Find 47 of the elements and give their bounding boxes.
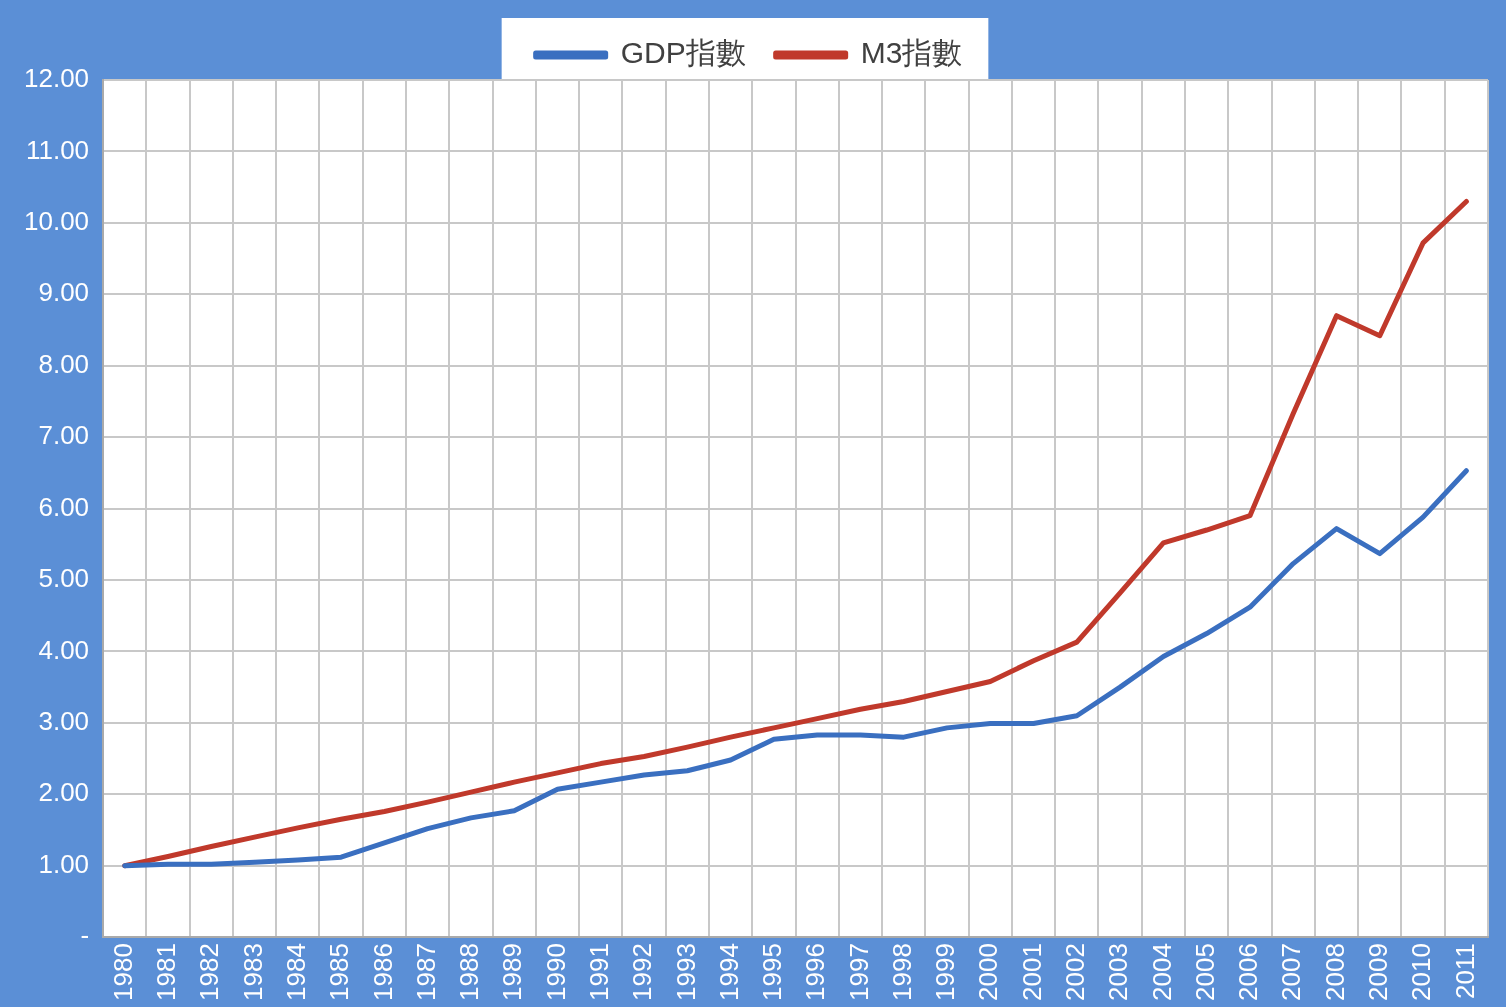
y-tick-label: 5.00 — [38, 563, 90, 594]
x-tick-label: 1986 — [367, 943, 398, 1001]
x-tick-label: 1989 — [497, 943, 528, 1001]
y-tick-label: 11.00 — [25, 134, 90, 165]
y-tick-label: - — [80, 920, 90, 951]
x-tick-label: 1996 — [800, 943, 831, 1001]
y-tick-label: 6.00 — [38, 491, 90, 522]
x-tick-label: 1995 — [757, 943, 788, 1001]
x-tick-label: 2007 — [1276, 943, 1307, 1001]
x-tick-label: 1985 — [324, 943, 355, 1001]
x-tick-label: 1997 — [843, 943, 874, 1001]
x-tick-label: 1990 — [540, 943, 571, 1001]
x-tick-label: 2004 — [1146, 943, 1177, 1001]
x-tick-label: 2010 — [1406, 943, 1437, 1001]
x-tick-label: 1994 — [713, 943, 744, 1001]
x-tick-label: 2009 — [1362, 943, 1393, 1001]
x-tick-label: 1998 — [886, 943, 917, 1001]
legend-label: GDP指數 — [620, 36, 746, 70]
x-tick-label: 2005 — [1189, 943, 1220, 1001]
x-tick-label: 2002 — [1060, 943, 1091, 1001]
x-tick-label: 1991 — [583, 943, 614, 1001]
x-tick-label: 1992 — [627, 943, 658, 1001]
y-tick-label: 4.00 — [38, 634, 90, 665]
x-tick-label: 1980 — [107, 943, 138, 1001]
y-tick-label: 9.00 — [38, 277, 90, 308]
x-tick-label: 1988 — [454, 943, 485, 1001]
x-tick-label: 2006 — [1233, 943, 1264, 1001]
x-tick-label: 1983 — [237, 943, 268, 1001]
x-tick-label: 1981 — [151, 943, 182, 1001]
y-tick-label: 12.00 — [23, 63, 90, 94]
x-tick-label: 2011 — [1449, 943, 1480, 1000]
x-tick-label: 2000 — [973, 943, 1004, 1001]
y-tick-label: 2.00 — [38, 777, 90, 808]
y-tick-label: 1.00 — [38, 848, 90, 879]
x-tick-label: 1984 — [280, 943, 311, 1001]
y-tick-label: 8.00 — [38, 348, 90, 379]
y-tick-label: 3.00 — [38, 706, 90, 737]
x-tick-label: 2008 — [1319, 943, 1350, 1001]
y-tick-label: 10.00 — [23, 206, 90, 237]
legend-label: M3指數 — [860, 36, 963, 70]
y-tick-label: 7.00 — [38, 420, 90, 451]
x-tick-label: 1987 — [410, 943, 441, 1001]
x-tick-label: 2003 — [1103, 943, 1134, 1001]
x-tick-label: 1993 — [670, 943, 701, 1001]
x-tick-label: 2001 — [1016, 943, 1047, 1001]
x-tick-label: 1982 — [194, 943, 225, 1001]
x-tick-label: 1999 — [930, 943, 961, 1001]
